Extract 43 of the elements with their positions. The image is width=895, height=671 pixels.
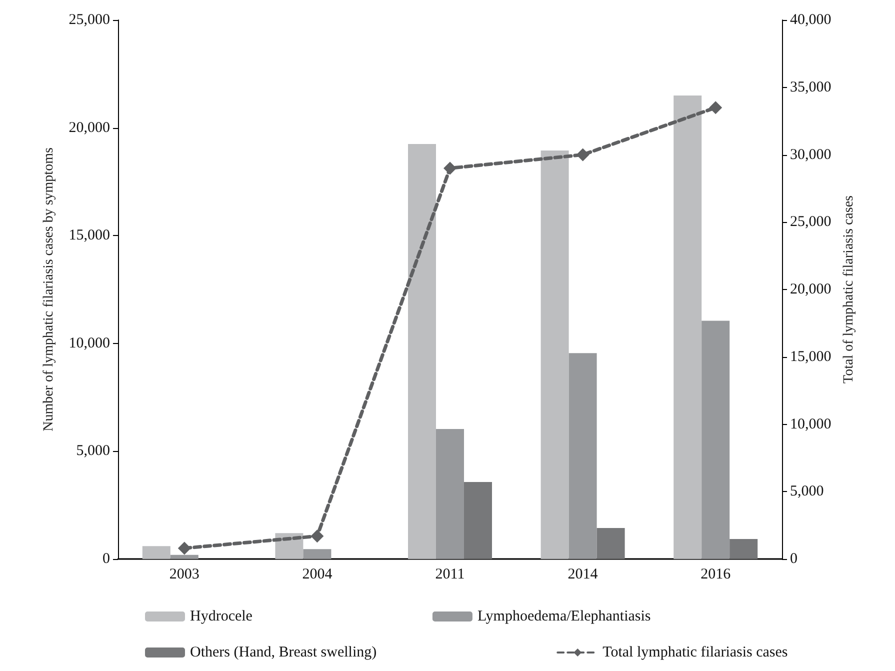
y-tick-label: 25,000 (68, 12, 110, 28)
y2-tick-label: 40,000 (790, 12, 832, 28)
bar (674, 95, 702, 559)
point (444, 162, 456, 175)
y2-tick-label: 25,000 (790, 214, 832, 230)
y-tick-label: 5,000 (76, 443, 110, 460)
bar (170, 554, 198, 559)
x-tick-label: 2003 (169, 566, 200, 582)
legend-label: Total lymphatic filariasis cases (602, 644, 788, 660)
bar (408, 144, 436, 559)
bar (540, 150, 569, 559)
point (709, 101, 722, 114)
bar (730, 538, 758, 559)
y-tick-label: 20,000 (68, 120, 110, 136)
y-axis-title: Number of lymphatic filariasis cases by symptoms (42, 148, 56, 432)
bar (702, 320, 730, 559)
point (178, 542, 191, 555)
x-tick-label: 2004 (302, 566, 333, 582)
bar (142, 546, 170, 559)
y2-tick-label: 0 (790, 551, 798, 567)
x-tick-label: 2016 (700, 566, 732, 582)
x-tick-label: 2014 (568, 566, 598, 582)
bar (464, 482, 492, 559)
legend-label: Others (Hand, Breast swelling) (190, 644, 377, 660)
y2-tick-label: 5,000 (790, 484, 824, 500)
y2-tick-label: 10,000 (790, 416, 832, 432)
bar (568, 353, 597, 559)
bar (596, 528, 625, 559)
legend-label: Lymphoedema/Elephantiasis (477, 608, 651, 624)
y-tick-label: 15,000 (68, 228, 110, 244)
legend-label: Hydrocele (190, 608, 253, 624)
y2-tick-label: 30,000 (790, 146, 832, 163)
y-tick-label: 10,000 (68, 335, 110, 352)
bar (436, 428, 464, 559)
x-tick-label: 2011 (435, 566, 465, 582)
bar (303, 549, 332, 559)
y2-axis-title: Total of lymphatic filariasis cases (842, 196, 857, 384)
point (576, 148, 590, 162)
point (310, 530, 324, 543)
y2-tick-label: 15,000 (790, 348, 832, 365)
y-tick-label: 0 (102, 551, 110, 567)
y2-tick-label: 20,000 (790, 282, 832, 298)
y2-tick-label: 35,000 (790, 79, 832, 96)
